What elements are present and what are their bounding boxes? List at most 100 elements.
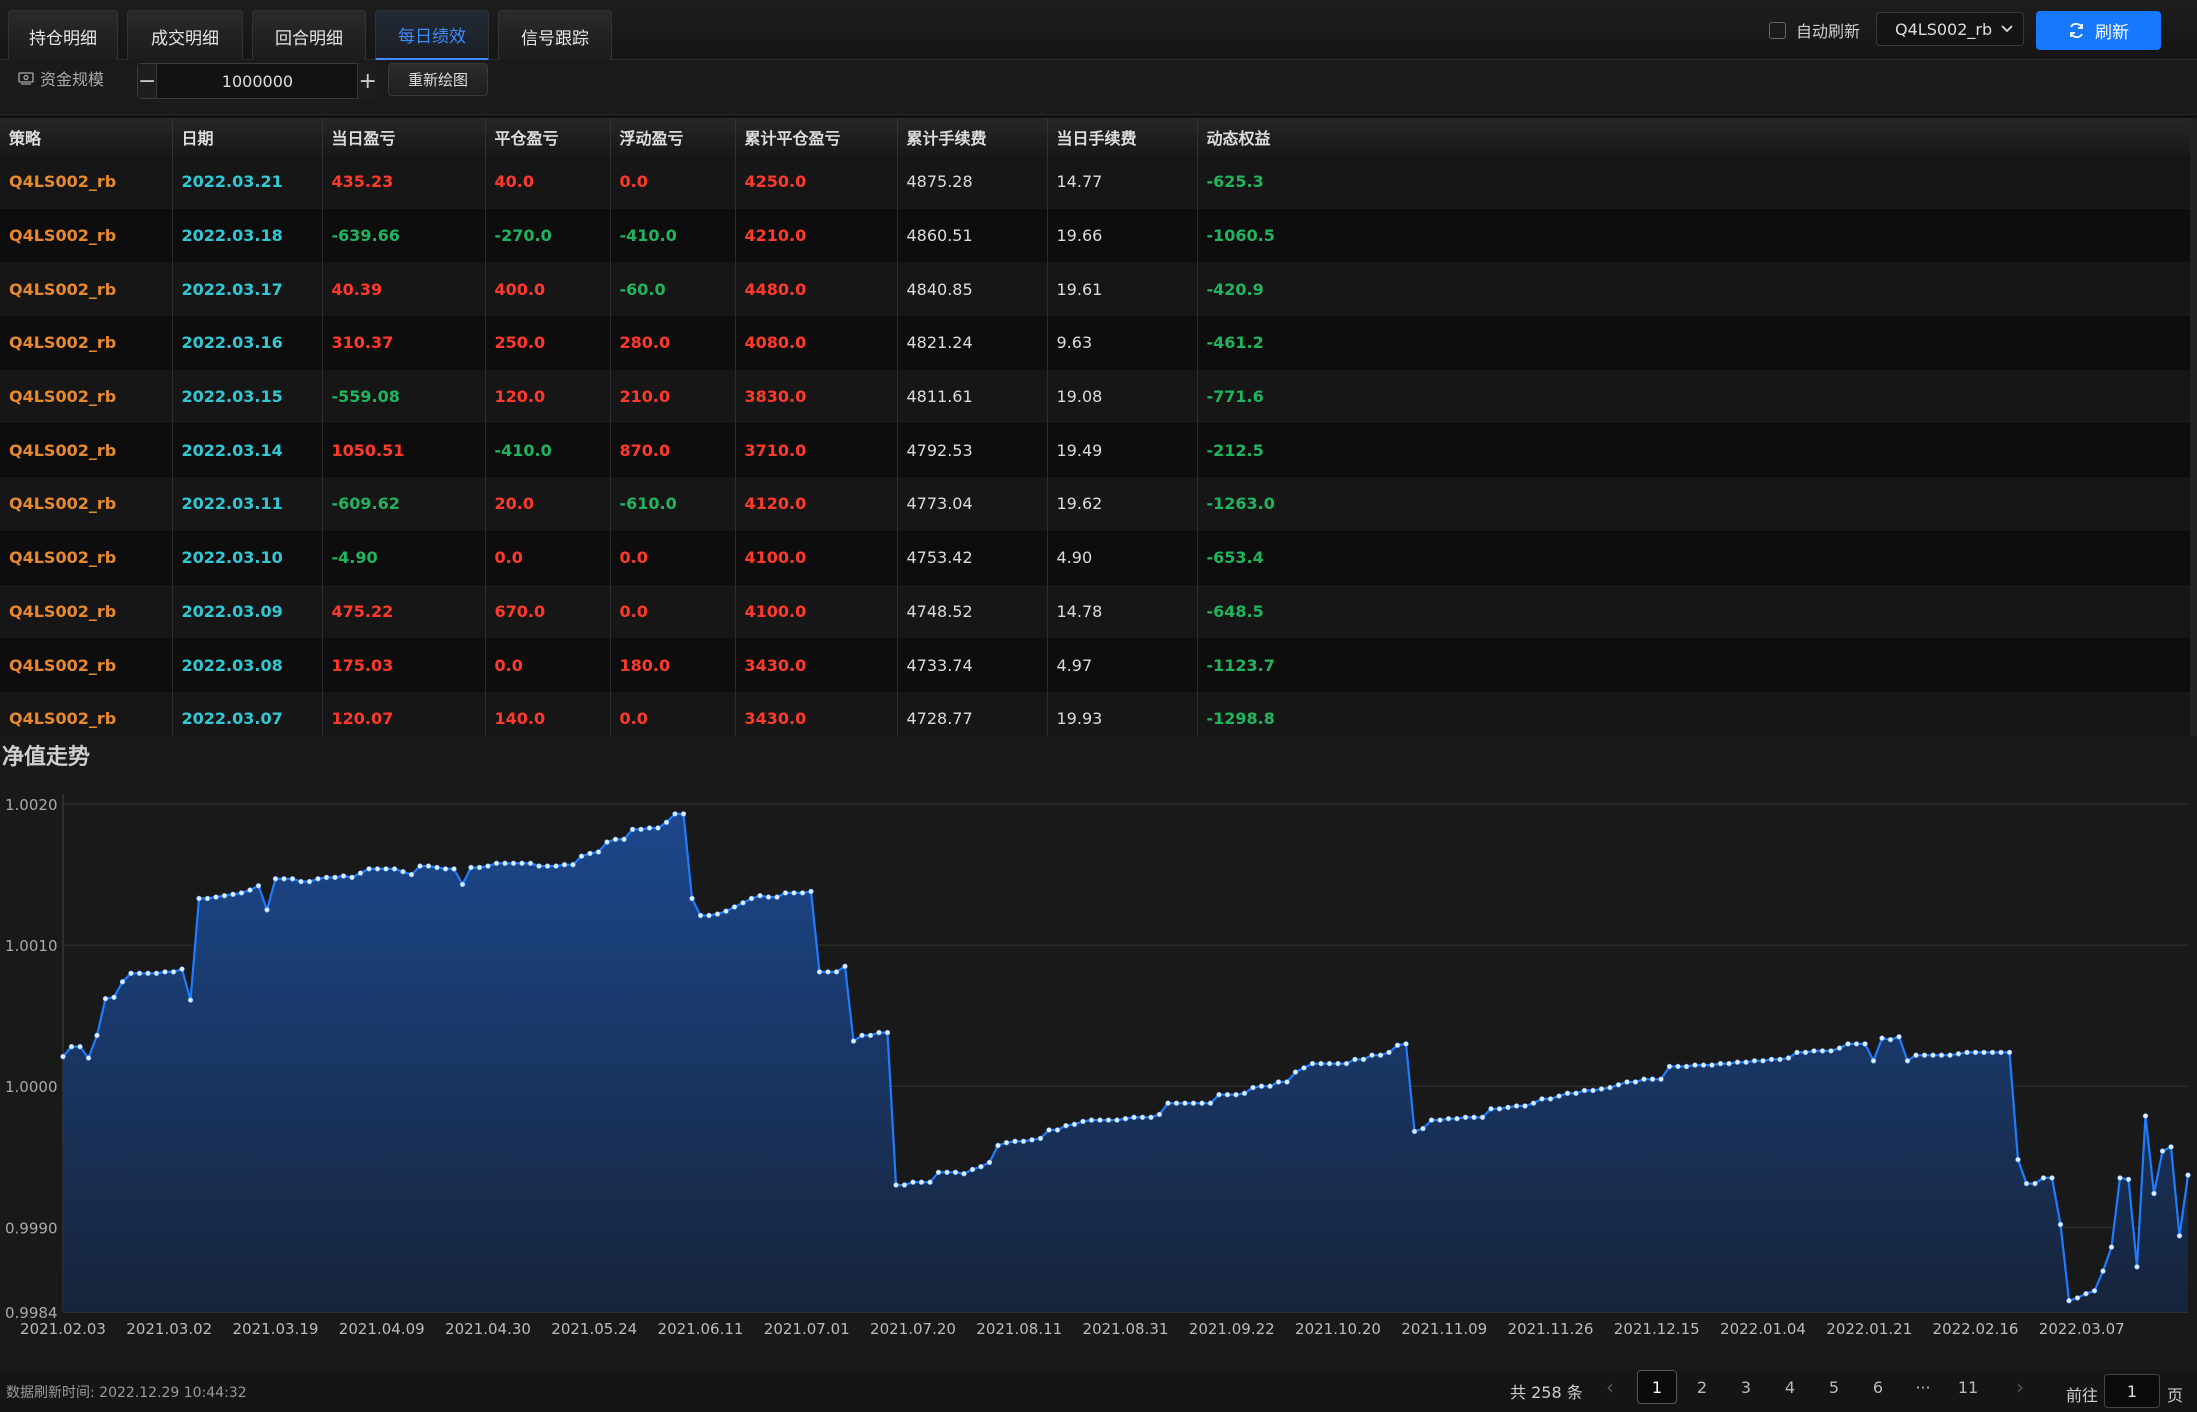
equity-point[interactable] (1097, 1117, 1103, 1123)
equity-point[interactable] (867, 1032, 874, 1039)
table-row[interactable]: Q4LS002_rb 2022.03.08 175.03 0.0 180.0 3430.0… (0, 638, 2190, 692)
equity-point[interactable] (1828, 1048, 1834, 1054)
equity-point[interactable] (136, 970, 143, 977)
equity-point[interactable] (255, 883, 262, 889)
equity-point[interactable] (1556, 1093, 1562, 1099)
col-cum-fee-header[interactable]: 累计手续费 (897, 118, 1048, 155)
equity-point[interactable] (748, 895, 755, 902)
equity-point[interactable] (655, 825, 661, 831)
equity-point[interactable] (952, 1169, 959, 1175)
equity-point[interactable] (2151, 1190, 2157, 1197)
equity-point[interactable] (510, 860, 517, 867)
page-11-button[interactable]: 11 (1957, 1377, 1979, 1397)
equity-point[interactable] (1165, 1100, 1171, 1106)
equity-point[interactable] (417, 863, 423, 869)
equity-point[interactable] (876, 1029, 882, 1036)
equity-point[interactable] (1394, 1042, 1401, 1048)
equity-point[interactable] (1981, 1049, 1987, 1056)
equity-point[interactable] (1743, 1059, 1749, 1065)
page-2-button[interactable]: 2 (1696, 1377, 1708, 1397)
page-4-button[interactable]: 4 (1784, 1377, 1796, 1397)
equity-point[interactable] (1590, 1087, 1596, 1094)
equity-point[interactable] (425, 863, 432, 869)
equity-point[interactable] (213, 894, 219, 900)
table-row[interactable]: Q4LS002_rb 2022.03.16 310.37 250.0 280.0 4080… (0, 316, 2190, 370)
equity-point[interactable] (2142, 1113, 2149, 1119)
equity-point[interactable] (1930, 1052, 1936, 1058)
equity-point[interactable] (1462, 1114, 1469, 1120)
equity-point[interactable] (459, 881, 466, 888)
equity-point[interactable] (816, 969, 823, 975)
equity-point[interactable] (1369, 1052, 1375, 1058)
equity-point[interactable] (1080, 1118, 1086, 1125)
col-dynamic-equity-header[interactable]: 动态权益 (1197, 118, 2190, 155)
strategy-select[interactable]: Q4LS002_rb (1876, 12, 2024, 46)
equity-point[interactable] (1641, 1076, 1647, 1082)
capital-input[interactable] (157, 64, 358, 98)
equity-point[interactable] (485, 863, 491, 869)
equity-point[interactable] (1564, 1090, 1571, 1096)
refresh-button[interactable]: 刷新 (2036, 11, 2161, 50)
equity-point[interactable] (1105, 1117, 1112, 1123)
equity-point[interactable] (2015, 1156, 2021, 1163)
equity-point[interactable] (187, 997, 194, 1003)
equity-point[interactable] (1649, 1076, 1656, 1082)
equity-point[interactable] (825, 969, 831, 975)
equity-point[interactable] (1471, 1114, 1477, 1120)
equity-point[interactable] (969, 1166, 976, 1173)
equity-point[interactable] (1037, 1135, 1044, 1142)
equity-point[interactable] (1224, 1092, 1231, 1098)
equity-point[interactable] (1139, 1114, 1146, 1120)
equity-point[interactable] (451, 866, 457, 872)
equity-point[interactable] (1029, 1137, 1035, 1143)
equity-point[interactable] (527, 860, 534, 867)
equity-point[interactable] (612, 836, 619, 843)
equity-point[interactable] (502, 860, 508, 867)
equity-point[interactable] (1692, 1062, 1698, 1068)
equity-point[interactable] (1046, 1127, 1052, 1133)
equity-point[interactable] (663, 819, 670, 826)
equity-point[interactable] (1887, 1037, 1894, 1043)
redraw-button[interactable]: 重新绘图 (388, 63, 488, 96)
equity-point[interactable] (1573, 1090, 1579, 1096)
equity-point[interactable] (1717, 1060, 1724, 1067)
equity-point[interactable] (2108, 1244, 2115, 1250)
equity-point[interactable] (77, 1044, 83, 1050)
equity-point[interactable] (1403, 1041, 1409, 1047)
equity-point[interactable] (2074, 1295, 2081, 1301)
equity-point[interactable] (1267, 1083, 1273, 1089)
equity-point[interactable] (1335, 1060, 1341, 1067)
equity-point[interactable] (859, 1032, 865, 1039)
equity-point[interactable] (119, 979, 126, 985)
equity-point[interactable] (340, 873, 347, 879)
equity-point[interactable] (2023, 1180, 2030, 1187)
equity-point[interactable] (153, 970, 160, 977)
equity-point[interactable] (1156, 1111, 1163, 1118)
equity-point[interactable] (1437, 1117, 1443, 1123)
equity-point[interactable] (1972, 1049, 1979, 1056)
equity-point[interactable] (935, 1169, 942, 1175)
equity-point[interactable] (1836, 1045, 1843, 1051)
equity-point[interactable] (791, 890, 797, 896)
table-row[interactable]: Q4LS002_rb 2022.03.15 -559.08 120.0 210.0 383… (0, 369, 2190, 424)
equity-point[interactable] (2049, 1175, 2055, 1181)
equity-point[interactable] (400, 869, 406, 875)
table-scrollbar[interactable] (2190, 118, 2197, 736)
equity-point[interactable] (680, 811, 687, 817)
equity-point[interactable] (689, 895, 695, 902)
equity-point[interactable] (782, 890, 789, 896)
equity-point[interactable] (94, 1032, 100, 1039)
equity-point[interactable] (587, 850, 593, 857)
col-cum-close-pnl-header[interactable]: 累计平仓盈亏 (735, 118, 898, 155)
equity-point[interactable] (1301, 1065, 1307, 1071)
table-row[interactable]: Q4LS002_rb 2022.03.21 435.23 40.0 0.0 4250.0 4… (0, 155, 2190, 209)
equity-point[interactable] (723, 908, 729, 914)
equity-point[interactable] (1411, 1128, 1418, 1135)
equity-point[interactable] (230, 891, 236, 898)
equity-point[interactable] (646, 825, 653, 831)
equity-point[interactable] (1173, 1100, 1180, 1106)
equity-point[interactable] (519, 860, 525, 867)
equity-point[interactable] (468, 864, 474, 871)
table-row[interactable]: Q4LS002_rb 2022.03.11 -609.62 20.0 -610.0 412… (0, 477, 2190, 531)
equity-point[interactable] (1318, 1060, 1324, 1067)
